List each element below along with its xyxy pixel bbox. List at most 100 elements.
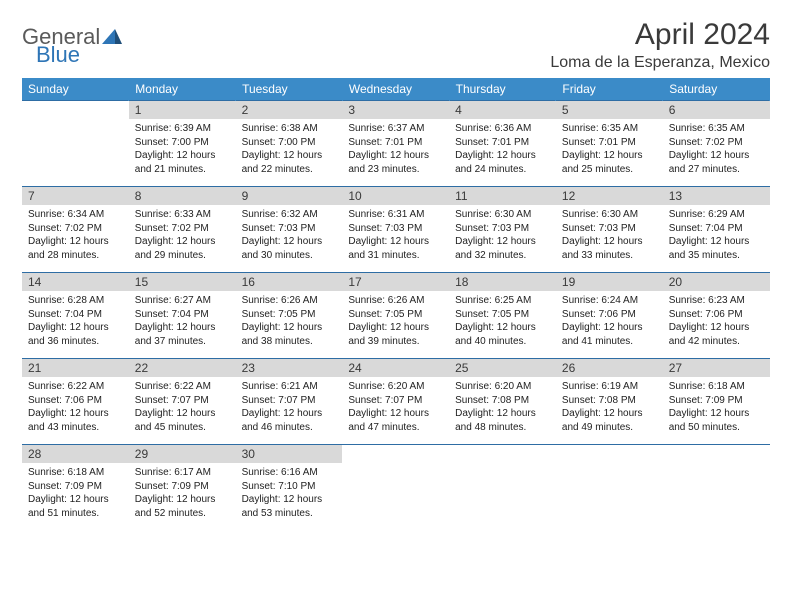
daylight-text-1: Daylight: 12 hours [455,321,550,335]
sunrise-text: Sunrise: 6:34 AM [28,208,123,222]
daylight-text-2: and 24 minutes. [455,163,550,177]
calendar-cell: 14Sunrise: 6:28 AMSunset: 7:04 PMDayligh… [22,273,129,359]
sunrise-text: Sunrise: 6:27 AM [135,294,230,308]
day-content: Sunrise: 6:24 AMSunset: 7:06 PMDaylight:… [556,291,663,351]
daylight-text-1: Daylight: 12 hours [455,407,550,421]
calendar-cell [22,101,129,187]
logo-text-blue-wrap: Blue [36,42,80,68]
weekday-header: Sunday [22,78,129,101]
sunrise-text: Sunrise: 6:24 AM [562,294,657,308]
header: General April 2024 Loma de la Esperanza,… [22,18,770,72]
day-number: 3 [342,101,449,119]
sunrise-text: Sunrise: 6:39 AM [135,122,230,136]
daylight-text-1: Daylight: 12 hours [348,235,443,249]
daylight-text-2: and 48 minutes. [455,421,550,435]
daylight-text-1: Daylight: 12 hours [562,321,657,335]
sunrise-text: Sunrise: 6:26 AM [348,294,443,308]
daylight-text-1: Daylight: 12 hours [348,321,443,335]
weekday-header: Saturday [663,78,770,101]
sunrise-text: Sunrise: 6:18 AM [669,380,764,394]
sunset-text: Sunset: 7:06 PM [28,394,123,408]
daylight-text-1: Daylight: 12 hours [242,493,337,507]
sunrise-text: Sunrise: 6:22 AM [135,380,230,394]
day-number: 26 [556,359,663,377]
day-content: Sunrise: 6:16 AMSunset: 7:10 PMDaylight:… [236,463,343,523]
sunset-text: Sunset: 7:08 PM [562,394,657,408]
sunset-text: Sunset: 7:04 PM [28,308,123,322]
sunrise-text: Sunrise: 6:18 AM [28,466,123,480]
daylight-text-2: and 25 minutes. [562,163,657,177]
daylight-text-2: and 23 minutes. [348,163,443,177]
sunset-text: Sunset: 7:06 PM [562,308,657,322]
calendar-cell [449,445,556,531]
sunset-text: Sunset: 7:09 PM [28,480,123,494]
sunset-text: Sunset: 7:05 PM [242,308,337,322]
daylight-text-2: and 43 minutes. [28,421,123,435]
calendar-cell: 11Sunrise: 6:30 AMSunset: 7:03 PMDayligh… [449,187,556,273]
day-number: 23 [236,359,343,377]
daylight-text-2: and 33 minutes. [562,249,657,263]
day-content: Sunrise: 6:17 AMSunset: 7:09 PMDaylight:… [129,463,236,523]
sunrise-text: Sunrise: 6:20 AM [348,380,443,394]
day-content: Sunrise: 6:35 AMSunset: 7:01 PMDaylight:… [556,119,663,179]
weekday-header: Friday [556,78,663,101]
sunrise-text: Sunrise: 6:30 AM [562,208,657,222]
calendar-cell: 3Sunrise: 6:37 AMSunset: 7:01 PMDaylight… [342,101,449,187]
calendar-cell: 23Sunrise: 6:21 AMSunset: 7:07 PMDayligh… [236,359,343,445]
weekday-header-row: SundayMondayTuesdayWednesdayThursdayFrid… [22,78,770,101]
day-content: Sunrise: 6:26 AMSunset: 7:05 PMDaylight:… [236,291,343,351]
day-content: Sunrise: 6:23 AMSunset: 7:06 PMDaylight:… [663,291,770,351]
sunrise-text: Sunrise: 6:17 AM [135,466,230,480]
calendar-cell: 29Sunrise: 6:17 AMSunset: 7:09 PMDayligh… [129,445,236,531]
day-number: 6 [663,101,770,119]
sunrise-text: Sunrise: 6:19 AM [562,380,657,394]
daylight-text-2: and 49 minutes. [562,421,657,435]
day-content: Sunrise: 6:22 AMSunset: 7:06 PMDaylight:… [22,377,129,437]
day-number: 20 [663,273,770,291]
sunrise-text: Sunrise: 6:35 AM [669,122,764,136]
daylight-text-2: and 37 minutes. [135,335,230,349]
calendar-cell: 4Sunrise: 6:36 AMSunset: 7:01 PMDaylight… [449,101,556,187]
daylight-text-2: and 31 minutes. [348,249,443,263]
calendar-cell: 25Sunrise: 6:20 AMSunset: 7:08 PMDayligh… [449,359,556,445]
day-content: Sunrise: 6:20 AMSunset: 7:07 PMDaylight:… [342,377,449,437]
day-number: 11 [449,187,556,205]
daylight-text-2: and 28 minutes. [28,249,123,263]
sunset-text: Sunset: 7:07 PM [135,394,230,408]
day-content: Sunrise: 6:26 AMSunset: 7:05 PMDaylight:… [342,291,449,351]
weekday-header: Wednesday [342,78,449,101]
sunset-text: Sunset: 7:04 PM [135,308,230,322]
day-content: Sunrise: 6:25 AMSunset: 7:05 PMDaylight:… [449,291,556,351]
daylight-text-2: and 36 minutes. [28,335,123,349]
sunset-text: Sunset: 7:10 PM [242,480,337,494]
daylight-text-1: Daylight: 12 hours [455,235,550,249]
day-content: Sunrise: 6:20 AMSunset: 7:08 PMDaylight:… [449,377,556,437]
day-content: Sunrise: 6:22 AMSunset: 7:07 PMDaylight:… [129,377,236,437]
day-number: 13 [663,187,770,205]
day-number: 18 [449,273,556,291]
day-number: 5 [556,101,663,119]
calendar-cell: 20Sunrise: 6:23 AMSunset: 7:06 PMDayligh… [663,273,770,359]
day-number: 25 [449,359,556,377]
sunrise-text: Sunrise: 6:22 AM [28,380,123,394]
day-number: 12 [556,187,663,205]
sunset-text: Sunset: 7:02 PM [135,222,230,236]
daylight-text-1: Daylight: 12 hours [669,321,764,335]
sunset-text: Sunset: 7:03 PM [562,222,657,236]
sunset-text: Sunset: 7:04 PM [669,222,764,236]
daylight-text-1: Daylight: 12 hours [242,407,337,421]
calendar-cell: 2Sunrise: 6:38 AMSunset: 7:00 PMDaylight… [236,101,343,187]
calendar-table: SundayMondayTuesdayWednesdayThursdayFrid… [22,78,770,531]
daylight-text-2: and 29 minutes. [135,249,230,263]
calendar-cell: 19Sunrise: 6:24 AMSunset: 7:06 PMDayligh… [556,273,663,359]
location: Loma de la Esperanza, Mexico [550,54,770,72]
calendar-cell: 6Sunrise: 6:35 AMSunset: 7:02 PMDaylight… [663,101,770,187]
daylight-text-1: Daylight: 12 hours [135,407,230,421]
sunset-text: Sunset: 7:08 PM [455,394,550,408]
day-number: 30 [236,445,343,463]
daylight-text-1: Daylight: 12 hours [28,493,123,507]
daylight-text-2: and 51 minutes. [28,507,123,521]
daylight-text-1: Daylight: 12 hours [135,493,230,507]
calendar-cell: 27Sunrise: 6:18 AMSunset: 7:09 PMDayligh… [663,359,770,445]
day-number: 1 [129,101,236,119]
